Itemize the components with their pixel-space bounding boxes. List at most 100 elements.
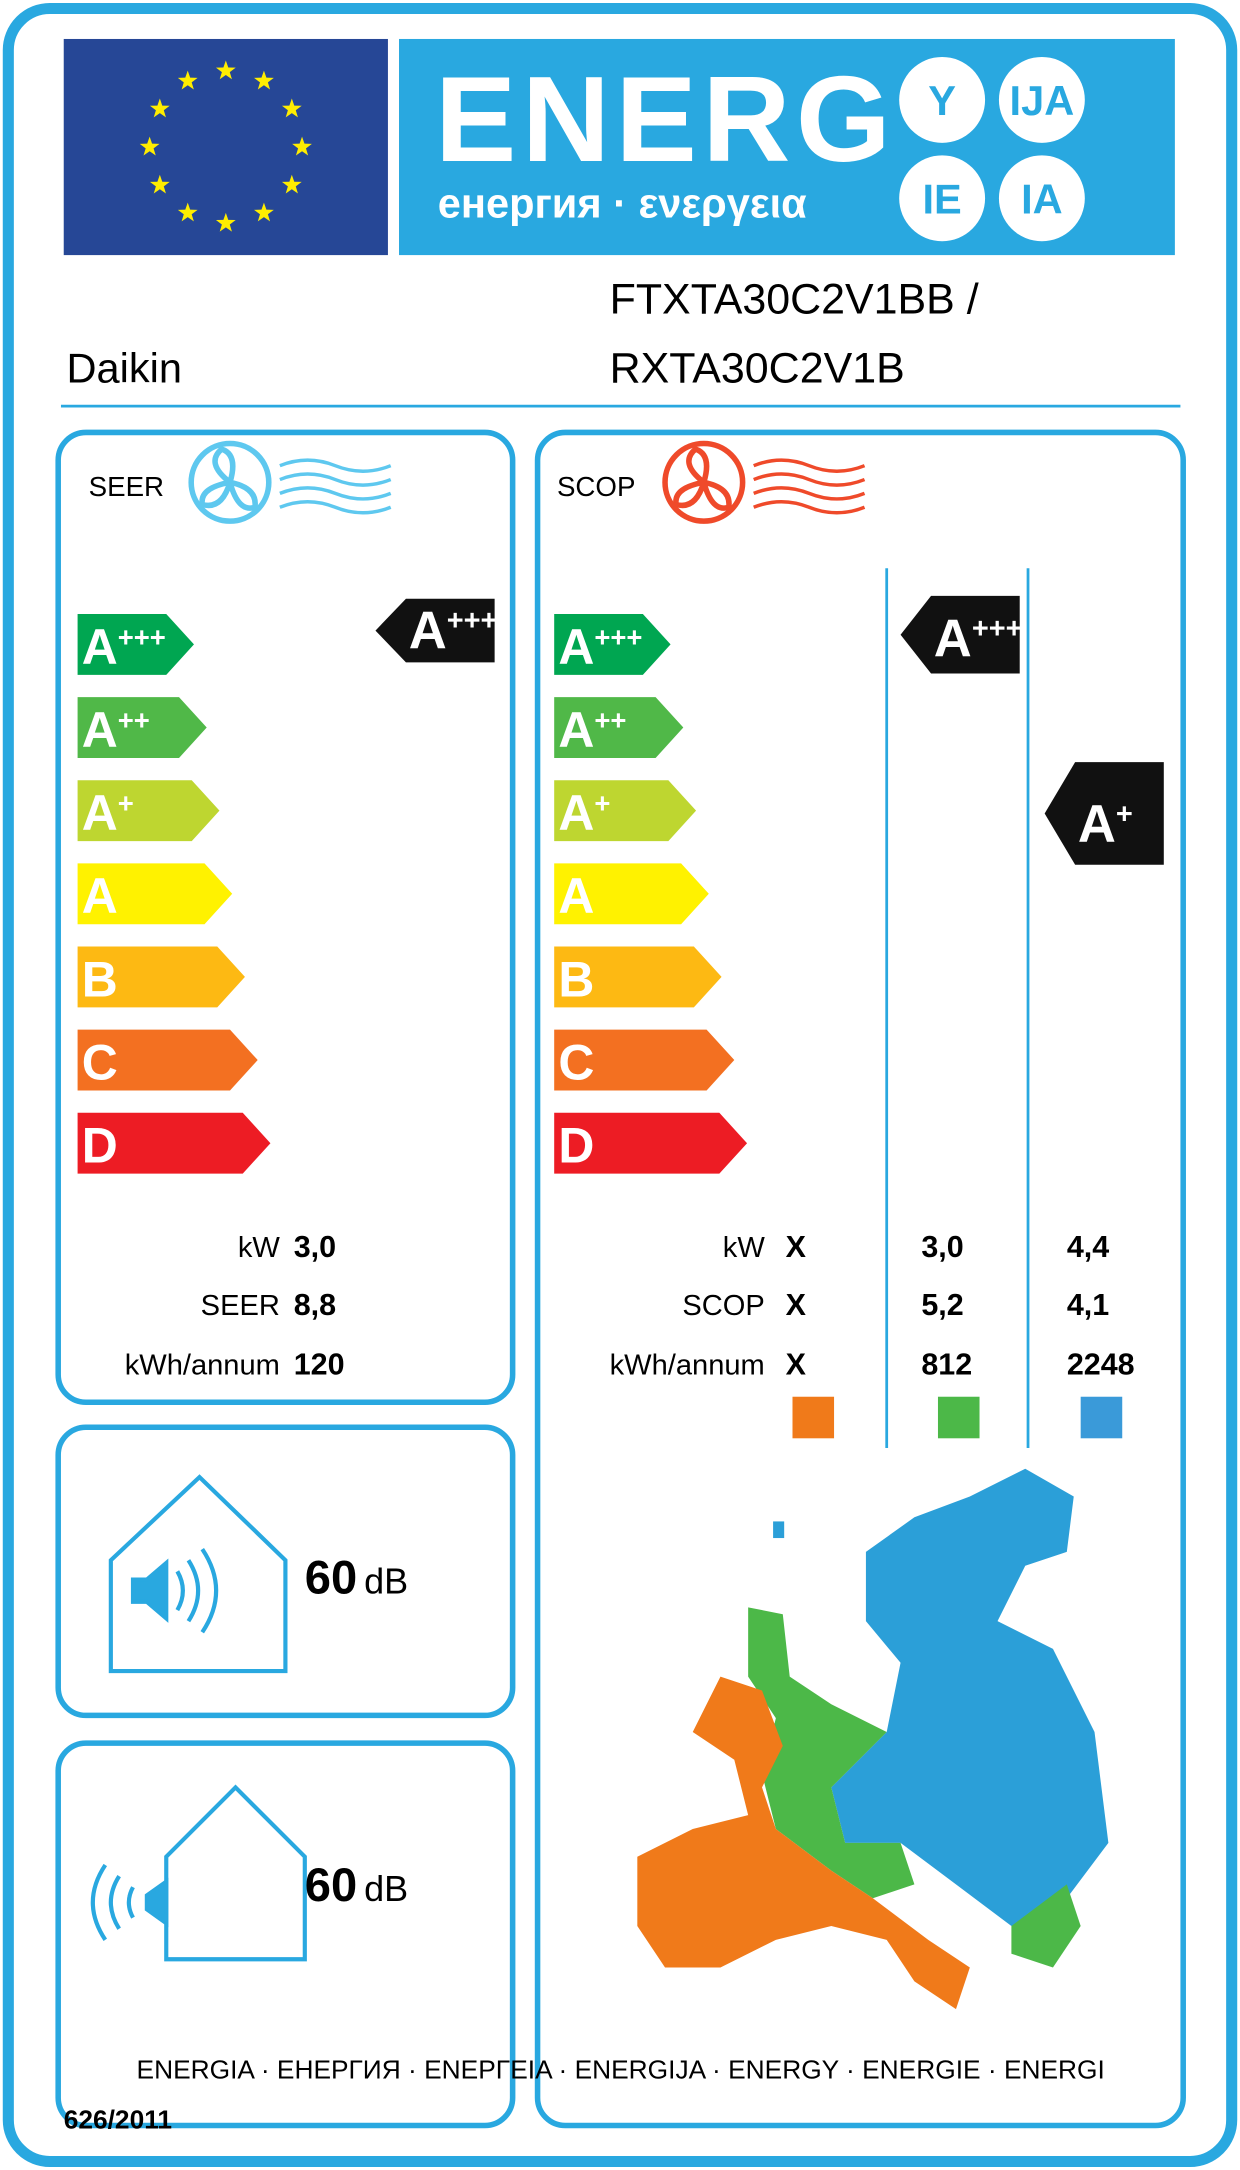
cooling-panel	[55, 429, 516, 1406]
row-value: X	[786, 1288, 807, 1322]
outdoor-noise-icon	[90, 1784, 307, 1962]
star	[215, 60, 236, 80]
row-value: 4,1	[1067, 1288, 1109, 1322]
zone-warm	[792, 1396, 835, 1439]
eu-stars	[139, 60, 312, 232]
class-sup: +	[118, 788, 134, 819]
class-label: D	[82, 1118, 118, 1174]
row-value: 812	[921, 1348, 972, 1382]
zone-cold	[1080, 1396, 1123, 1439]
star	[177, 202, 198, 222]
model: FTXTA30C2V1BB /	[610, 275, 979, 323]
energy-subtitle: енергия · ενεργεια	[438, 180, 807, 227]
class-arrow	[554, 613, 671, 675]
row-label: kWh/annum	[610, 1350, 765, 1382]
row-value: X	[786, 1230, 807, 1264]
row-value: 8,8	[294, 1288, 336, 1322]
heating-panel	[534, 429, 1186, 2129]
class-label: C	[558, 1034, 594, 1090]
class-letter: A	[934, 609, 972, 668]
row-label: SEER	[201, 1290, 280, 1322]
energy-word: ENERG	[435, 51, 896, 187]
class-label: A++	[558, 702, 626, 758]
row-label: kW	[238, 1232, 281, 1264]
row-value: 3,0	[921, 1230, 963, 1264]
heating-label: SCOP	[557, 471, 635, 502]
class-letter: A	[82, 702, 118, 758]
star	[254, 202, 274, 222]
class-arrow	[554, 1112, 748, 1174]
star	[292, 136, 312, 156]
noise-level: 60 dB	[305, 1858, 408, 1911]
row-value: X	[786, 1348, 807, 1382]
class-label: A+++	[409, 601, 498, 660]
heat-fan-icon	[662, 440, 866, 524]
row-value: 120	[294, 1348, 345, 1382]
class-letter: A	[82, 785, 118, 841]
class-label: D	[558, 1118, 594, 1174]
class-arrow	[554, 946, 722, 1008]
star	[281, 98, 302, 118]
class-arrow	[77, 1029, 258, 1091]
class-letter: A	[558, 785, 594, 841]
indoor-noise-panel	[55, 1424, 516, 1719]
suffix: IJA	[1010, 77, 1075, 124]
row-label: SCOP	[682, 1290, 764, 1322]
class-sup: +	[594, 788, 610, 819]
class-sup: +++	[972, 613, 1023, 645]
class-arrow	[554, 1029, 735, 1091]
class-label: C	[82, 1034, 118, 1090]
class-letter: A	[409, 601, 447, 660]
noise-unit: dB	[364, 1868, 408, 1909]
class-sup: +++	[594, 621, 642, 652]
cool-fan-icon	[188, 440, 392, 524]
class-label: A+	[558, 785, 610, 841]
star	[215, 212, 236, 232]
class-label: A+	[82, 785, 134, 841]
noise-value: 60	[305, 1858, 357, 1911]
row-value: 2248	[1067, 1348, 1135, 1382]
star	[177, 70, 198, 90]
class-arrow	[77, 780, 220, 842]
class-letter: D	[82, 1118, 118, 1174]
class-letter: B	[82, 951, 118, 1007]
rating-arrow	[1044, 762, 1164, 865]
class-label: A	[82, 868, 118, 924]
class-arrow	[554, 863, 709, 925]
class-label: A+++	[934, 609, 1023, 668]
class-letter: A	[1078, 795, 1116, 854]
star	[254, 70, 274, 90]
class-arrow	[554, 780, 697, 842]
rating-arrow	[900, 595, 1020, 674]
row-value: 5,2	[921, 1288, 963, 1322]
class-arrow	[77, 946, 245, 1008]
class-sup: ++	[118, 704, 150, 735]
row-value: 4,4	[1067, 1230, 1109, 1264]
class-sup: +++	[447, 605, 498, 637]
class-letter: B	[558, 951, 594, 1007]
noise-unit: dB	[364, 1560, 408, 1601]
noise-level: 60 dB	[305, 1550, 408, 1603]
class-letter: A	[558, 619, 594, 675]
model: RXTA30C2V1B	[610, 345, 905, 393]
star	[281, 174, 302, 194]
cooling-label: SEER	[89, 471, 164, 502]
class-sup: ++	[594, 704, 626, 735]
suffix-circle	[899, 56, 986, 143]
class-arrow	[77, 613, 194, 675]
class-label: B	[82, 951, 118, 1007]
class-label: B	[558, 951, 594, 1007]
indoor-noise-icon	[108, 1474, 288, 1674]
class-label: A+	[1078, 795, 1133, 854]
class-arrow	[554, 697, 684, 759]
class-sup: +++	[118, 621, 166, 652]
rating-arrow	[375, 598, 495, 663]
footer-languages: ENERGIA · ЕНЕРГИЯ · ΕΝΕΡΓΕΙΑ · ENERGIJA …	[137, 2054, 1105, 2084]
row-label: kW	[723, 1232, 766, 1264]
suffix-circle	[899, 155, 986, 242]
noise-value: 60	[305, 1550, 357, 1603]
star	[149, 98, 170, 118]
suffix-circle	[998, 56, 1085, 143]
